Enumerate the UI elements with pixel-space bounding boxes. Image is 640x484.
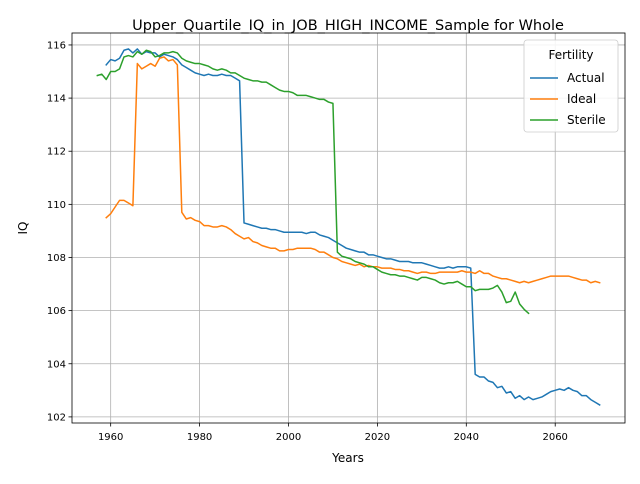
legend-label-sterile: Sterile xyxy=(567,113,606,127)
series-line-ideal xyxy=(105,56,601,284)
x-axis-label: Years xyxy=(331,451,364,465)
y-axis-label: IQ xyxy=(16,222,30,235)
y-tick-label: 114 xyxy=(47,94,66,105)
y-tick-label: 112 xyxy=(47,147,66,158)
series-line-sterile xyxy=(96,49,530,315)
legend-box xyxy=(523,39,619,133)
x-tick-label: 2000 xyxy=(276,432,301,443)
legend-label-ideal: Ideal xyxy=(567,92,596,106)
plot-frame xyxy=(71,32,626,424)
legend-label-actual: Actual xyxy=(567,71,605,85)
series-line-actual xyxy=(105,48,601,406)
chart-title: Upper_Quartile_IQ_in_JOB_HIGH_INCOME_Sam… xyxy=(132,18,564,34)
y-tick-label: 116 xyxy=(47,40,66,51)
y-tick-label: 106 xyxy=(47,306,66,317)
y-tick-label: 102 xyxy=(47,412,66,423)
legend-entries: Actual Ideal Sterile xyxy=(530,71,606,127)
y-tick-label: 104 xyxy=(47,359,66,370)
legend-title: Fertility xyxy=(548,48,593,62)
x-tick-label: 2040 xyxy=(454,432,479,443)
x-tick-label: 1960 xyxy=(98,432,123,443)
series-lines xyxy=(96,48,601,406)
x-tick-label: 2060 xyxy=(542,432,567,443)
x-tick-label: 1980 xyxy=(187,432,212,443)
y-tick-label: 108 xyxy=(47,253,66,264)
legend: Fertility Actual Ideal Sterile xyxy=(523,39,619,133)
y-tick-label: 110 xyxy=(47,200,66,211)
x-tick-label: 2020 xyxy=(365,432,390,443)
axis-ticks: 1960 1980 2000 2020 2040 2060 102 104 106 108 110 1… xyxy=(47,40,568,443)
